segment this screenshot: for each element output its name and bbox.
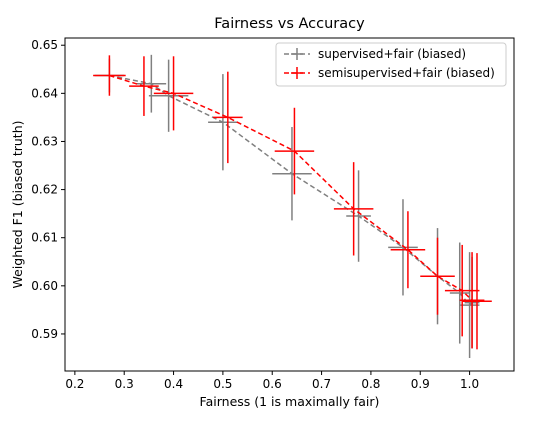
data-point <box>208 74 238 171</box>
data-point <box>462 253 492 350</box>
x-tick-label: 0.6 <box>263 377 282 391</box>
legend: supervised+fair (biased) semisupervised+f… <box>275 42 507 87</box>
y-tick-label: 0.62 <box>31 183 58 197</box>
legend-box <box>275 42 507 87</box>
data-point <box>274 107 315 195</box>
data-point <box>333 162 374 256</box>
y-tick-label: 0.59 <box>31 327 58 341</box>
x-tick-label: 1.0 <box>460 377 479 391</box>
data-point <box>136 54 167 113</box>
x-axis-label: Fairness (1 is maximally fair) <box>200 394 380 409</box>
x-axis: 0.2 0.3 0.4 0.5 0.6 0.7 0.8 0.9 1.0 <box>65 371 479 391</box>
legend-item: semisupervised+fair (biased) <box>284 66 495 80</box>
data-point <box>449 242 470 344</box>
data-point <box>129 56 159 116</box>
data-point <box>390 211 426 289</box>
y-tick-label: 0.63 <box>31 134 58 148</box>
x-tick-label: 0.2 <box>65 377 84 391</box>
x-tick-label: 0.5 <box>213 377 232 391</box>
series-line <box>109 74 478 302</box>
y-axis-label: Weighted F1 (biased truth) <box>10 121 25 289</box>
series-supervised <box>94 54 480 359</box>
data-point <box>346 170 371 262</box>
y-tick-label: 0.65 <box>31 38 58 52</box>
legend-item: supervised+fair (biased) <box>284 47 466 61</box>
data-point <box>459 252 485 349</box>
data-point <box>272 127 312 221</box>
series-semisupervised <box>93 55 492 350</box>
data-point <box>213 71 243 164</box>
data-point <box>153 56 194 131</box>
x-tick-label: 0.9 <box>411 377 430 391</box>
data-point <box>444 244 480 337</box>
legend-label: semisupervised+fair (biased) <box>318 66 495 80</box>
data-point <box>459 252 480 359</box>
data-point <box>388 199 418 296</box>
x-tick-label: 0.7 <box>312 377 331 391</box>
data-point <box>420 237 455 315</box>
legend-label: supervised+fair (biased) <box>318 47 466 61</box>
y-axis: 0.59 0.60 0.61 0.62 0.63 0.64 0.65 <box>31 38 65 341</box>
x-tick-label: 0.3 <box>115 377 134 391</box>
data-point <box>148 59 189 132</box>
axes-frame <box>64 37 515 372</box>
plot-area <box>93 54 492 359</box>
y-tick-label: 0.60 <box>31 279 58 293</box>
x-tick-label: 0.8 <box>361 377 380 391</box>
x-tick-label: 0.4 <box>164 377 183 391</box>
series-line <box>109 74 473 307</box>
data-point <box>93 55 126 96</box>
legend-items: supervised+fair (biased) semisupervised+f… <box>284 47 495 80</box>
y-tick-label: 0.61 <box>31 231 58 245</box>
chart-title: Fairness vs Accuracy <box>214 16 365 32</box>
y-tick-label: 0.64 <box>31 86 58 100</box>
